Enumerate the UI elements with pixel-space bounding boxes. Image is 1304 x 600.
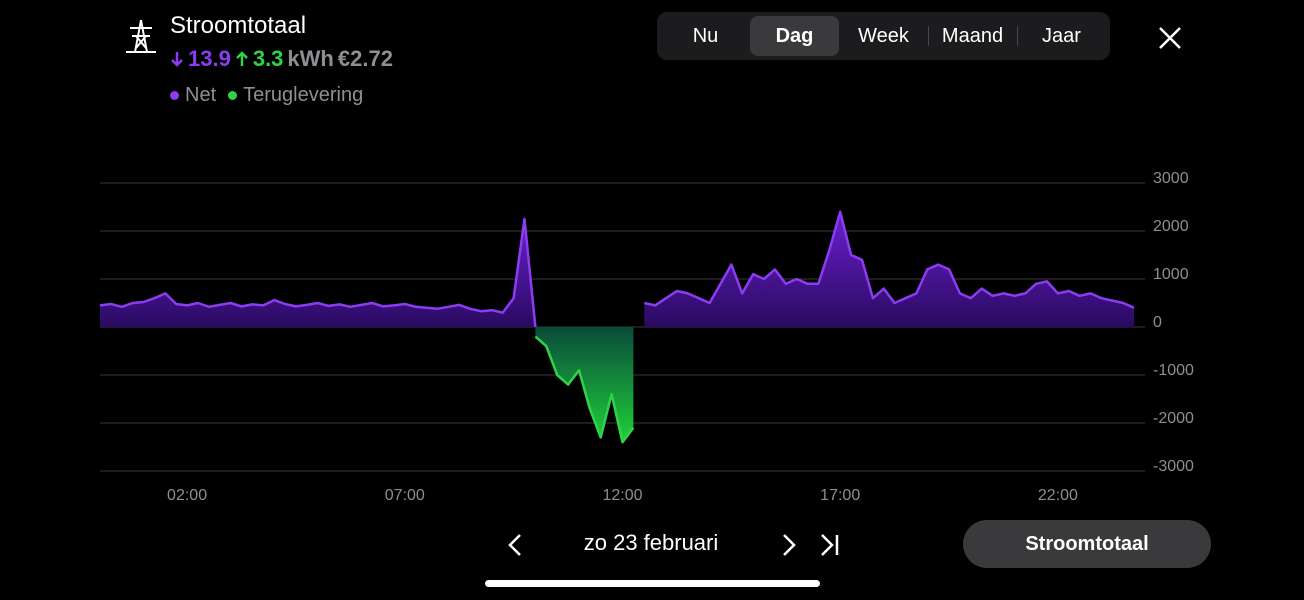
x-tick-label: 12:00 [602,487,642,504]
cost: €2.72 [337,46,393,71]
x-tick-label: 22:00 [1038,487,1078,504]
area-line [644,210,1135,309]
chart: -3000 -2000 -1000 0 1000 2000 3000 02:00 07:00 12… [99,170,1194,504]
y-tick-label: 0 [1153,314,1162,331]
tab[interactable]: Jaar [1017,16,1106,56]
y-tick-label: -3000 [1153,458,1194,475]
legend-dot [228,91,238,100]
close-button[interactable] [1156,24,1184,52]
area-fill [100,219,536,327]
tab[interactable]: Nu [692,25,719,47]
legend-label: Net [185,84,217,106]
tab[interactable]: Week [858,25,909,47]
legend-item: Net [170,84,216,107]
tab[interactable]: Maand [928,16,1017,56]
area-fill [644,211,1135,327]
export-arrow [235,51,248,66]
y-tick-label: 1000 [1153,266,1189,283]
last-button[interactable] [818,532,842,558]
legend: Net Teruglevering [170,84,363,107]
tab[interactable]: Dag [750,16,839,56]
title: Stroomtotaal [170,12,307,39]
date-label: zo 23 februari [583,530,719,555]
stroomtotaal-button[interactable]: Stroomtotaal [963,520,1211,568]
y-tick-label: -1000 [1153,362,1194,379]
y-tick-label: -2000 [1153,410,1194,427]
area-line [534,335,635,444]
x-tick-label: 02:00 [167,487,207,504]
y-tick-label: 3000 [1153,170,1189,187]
legend-label: Teruglevering [243,84,364,106]
import-arrow [171,52,183,67]
home-indicator [485,580,820,587]
x-tick-label: 07:00 [385,487,425,504]
export-value: 3.3 [252,46,284,71]
x-tick-label: 17:00 [820,487,860,504]
period-tabs: Nu Dag Week Maand Jaar [657,12,1110,60]
y-tick-label: 2000 [1153,218,1189,235]
prev-button[interactable] [505,532,527,558]
unit: kWh [287,46,334,71]
legend-item: Teruglevering [228,84,363,107]
legend-dot [170,91,179,100]
pylon-icon [126,19,156,53]
area-fill [535,327,634,443]
next-button[interactable] [777,532,799,558]
import-value: 13.9 [188,46,231,71]
area-line [99,217,537,328]
stats: 13.9 3.3 kWh €2.72 [170,46,393,72]
